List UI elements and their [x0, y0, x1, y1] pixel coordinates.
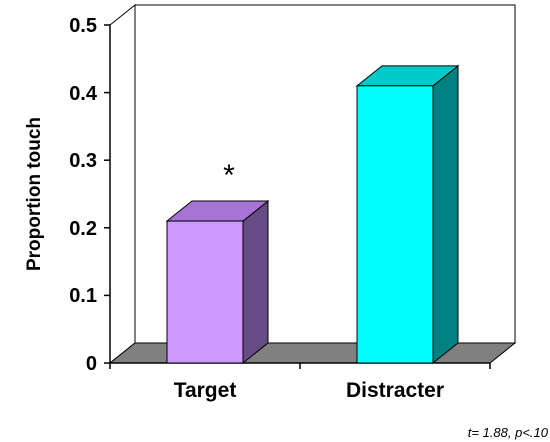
bar-front-target [166, 220, 244, 364]
statistics-footnote: t= 1.88, p<.10 [468, 425, 549, 440]
left-wall [109, 3, 136, 365]
y-tick-label: 0.2 [69, 218, 97, 240]
y-axis-title: Proportion touch [24, 117, 45, 271]
bar-side-target [242, 199, 269, 365]
bar-distracter [355, 64, 460, 365]
y-tick-label: 0.3 [69, 150, 97, 172]
y-tick-label: 0 [86, 353, 97, 375]
x-axis-ticks [109, 363, 491, 369]
y-tick-label: 0.4 [69, 83, 98, 105]
significance-marker: * [223, 159, 235, 192]
y-axis-ticks [104, 24, 110, 364]
bars [165, 64, 460, 365]
category-label-target: Target [174, 379, 237, 402]
y-tick-label: 0.1 [69, 285, 97, 307]
category-label-distracter: Distracter [346, 379, 444, 402]
bar-front-distracter [356, 85, 434, 364]
y-tick-label: 0.5 [69, 15, 97, 37]
bar-target [165, 199, 270, 365]
bar-side-distracter [432, 64, 459, 365]
